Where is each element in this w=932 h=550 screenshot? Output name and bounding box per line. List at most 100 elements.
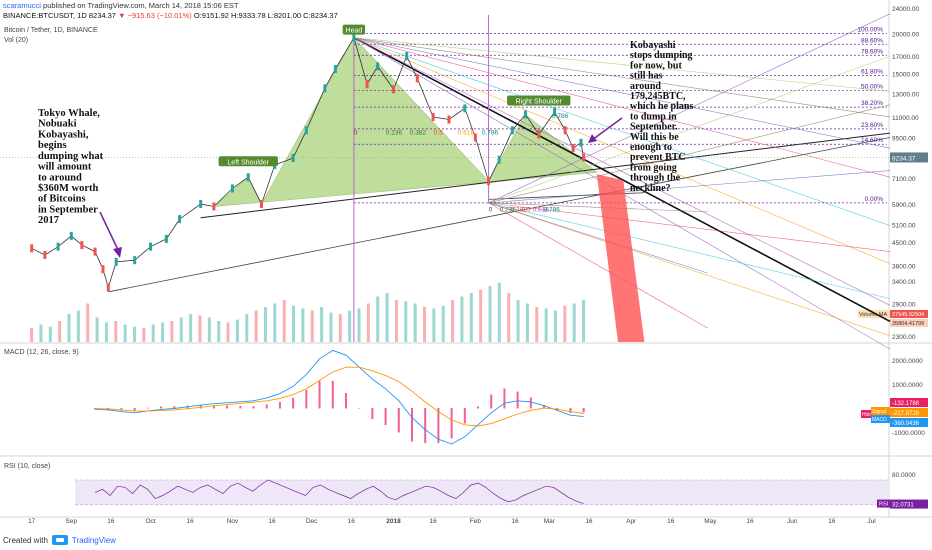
price-candle bbox=[199, 200, 203, 209]
price-tick-label: 17000.00 bbox=[892, 54, 919, 61]
tradingview-brand[interactable]: TradingView bbox=[71, 535, 116, 545]
macd-title: MACD (12, 26, close, 9) bbox=[4, 349, 79, 356]
price-candle bbox=[431, 112, 435, 121]
price-tick-label: 3800.00 bbox=[892, 264, 916, 271]
signal-line bbox=[95, 366, 584, 427]
time-tick-label: 16 bbox=[746, 518, 754, 525]
macd-value: -360.0436 bbox=[892, 421, 920, 427]
volume-bar bbox=[497, 282, 501, 342]
macd-macd-tag bbox=[871, 415, 890, 423]
annotation-line: Kobayashi bbox=[630, 40, 676, 51]
volume-bar bbox=[404, 301, 408, 342]
time-tick-label: 2018 bbox=[386, 518, 401, 525]
annotation-line: September. bbox=[630, 122, 678, 133]
time-tick-label: 16 bbox=[511, 518, 519, 525]
time-tick-label: Mar bbox=[544, 518, 556, 525]
macd-histogram-bar bbox=[331, 381, 334, 409]
volume-bar bbox=[123, 324, 127, 342]
price-candle bbox=[56, 242, 60, 251]
volume-bar bbox=[544, 308, 548, 342]
price-candle bbox=[291, 154, 295, 163]
price-candle bbox=[259, 200, 263, 209]
volume-label: Vol (20) bbox=[4, 37, 29, 44]
macd-histogram-bar bbox=[318, 381, 321, 409]
head-label: Head bbox=[346, 28, 363, 35]
volume-bar bbox=[329, 312, 333, 342]
macd-histogram-bar bbox=[292, 397, 295, 409]
downtrend-line bbox=[353, 36, 891, 323]
fib-level-label: 38.20% bbox=[861, 100, 883, 107]
annotation-line: will amount bbox=[38, 162, 92, 173]
volume-bar bbox=[488, 286, 492, 342]
volume-bar bbox=[516, 300, 520, 342]
price-candle bbox=[405, 52, 409, 61]
macd-histogram-bar bbox=[371, 408, 374, 419]
fib-fan-line bbox=[488, 104, 891, 204]
volume-bar bbox=[142, 328, 146, 342]
macd-macd-tag-label: MACD bbox=[872, 417, 887, 423]
fib-time-label: 0.618 bbox=[533, 206, 550, 213]
volume-bar bbox=[366, 303, 370, 342]
price-candle bbox=[164, 234, 168, 243]
annotation-line: Tokyo Whale, bbox=[38, 108, 100, 119]
price-candle bbox=[392, 85, 396, 94]
symbol-prefix: BINANCE:BTCUSDT, 1D 8234.37 bbox=[3, 11, 116, 20]
time-tick-label: 16 bbox=[429, 518, 437, 525]
volume-bar bbox=[217, 321, 221, 342]
volume-bar bbox=[189, 314, 193, 342]
volume-bar bbox=[263, 307, 267, 342]
macd-histogram-bar bbox=[437, 408, 440, 443]
created-with-text: Created with bbox=[3, 535, 48, 545]
annotation-line: to around bbox=[38, 172, 82, 183]
fib-fan-line bbox=[353, 37, 891, 92]
author-link[interactable]: scaramucci bbox=[3, 1, 41, 10]
annotation-line: in September bbox=[38, 204, 98, 215]
annotation-line: dumping what bbox=[38, 151, 104, 162]
symbol-line: BINANCE:BTCUSDT, 1D 8234.37 ▼ −915.63 (−… bbox=[3, 11, 338, 20]
fib-fan-line bbox=[353, 37, 891, 178]
time-tick-label: Apr bbox=[626, 518, 637, 525]
macd-signal-tag-label: Signal bbox=[872, 409, 886, 415]
macd-histogram-bar bbox=[146, 407, 149, 409]
annotation-line: to dump in bbox=[630, 111, 677, 122]
macd-tick-label: 1000.0000 bbox=[892, 382, 923, 389]
footer: Created with TradingView bbox=[3, 535, 116, 545]
volume-bar bbox=[385, 293, 389, 342]
volume-bar bbox=[292, 305, 296, 342]
macd-signal-tag bbox=[871, 407, 890, 415]
fib-time-label: 0.5 bbox=[434, 130, 443, 137]
volume-bar bbox=[376, 296, 380, 342]
volume-bar bbox=[58, 321, 62, 342]
macd-histogram-bar bbox=[278, 402, 281, 409]
red-target-zone bbox=[596, 174, 645, 342]
fib-fan-line bbox=[488, 202, 891, 252]
volume-bar bbox=[104, 322, 108, 342]
macd-histogram-bar bbox=[173, 406, 176, 409]
price-candle bbox=[178, 215, 182, 224]
volume-bar bbox=[469, 293, 473, 342]
volume-bar bbox=[273, 303, 277, 342]
fib-fan-line bbox=[488, 170, 891, 204]
macd-histogram-bar bbox=[344, 393, 347, 409]
volume-bar bbox=[198, 315, 202, 342]
fib-time-label: 0.236 bbox=[500, 206, 517, 213]
volume-ma-box bbox=[858, 310, 890, 318]
price-candle bbox=[510, 126, 514, 135]
annotation-line: stops dumping bbox=[630, 50, 693, 61]
macd-histogram-bar bbox=[569, 408, 572, 413]
macd-histogram-bar bbox=[543, 405, 546, 409]
time-tick-label: 16 bbox=[107, 518, 115, 525]
price-candle bbox=[43, 250, 47, 259]
macd-histogram-bar bbox=[582, 408, 585, 413]
fib-fan-line bbox=[488, 202, 708, 213]
macd-histogram-bar bbox=[120, 408, 123, 411]
fib-level-label: 61.80% bbox=[861, 68, 883, 75]
fib-time-label: 0 bbox=[489, 206, 493, 213]
macd-value: -132.1788 bbox=[892, 401, 920, 407]
volume-tag bbox=[890, 319, 928, 327]
volume-bar bbox=[151, 324, 155, 342]
price-candle bbox=[114, 257, 118, 266]
price-tick-label: 15000.00 bbox=[892, 72, 919, 79]
volume-bar bbox=[320, 307, 324, 342]
